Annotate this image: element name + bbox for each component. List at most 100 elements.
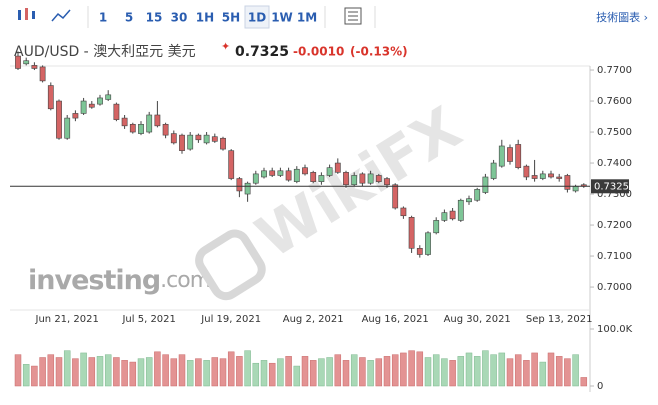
volume-bar <box>211 357 219 387</box>
volume-bar <box>523 360 530 387</box>
candle-body <box>498 145 505 167</box>
candle-body <box>523 165 530 178</box>
candle-body <box>466 198 472 203</box>
y-tick-label: 0.7400 <box>597 158 632 169</box>
volume-bar <box>72 358 79 387</box>
interval-button[interactable]: 1 <box>99 11 107 25</box>
candle-body <box>359 173 366 184</box>
volume-bar <box>490 354 497 387</box>
x-tick-label: Aug 16, 2021 <box>362 314 429 325</box>
candle-body <box>47 85 54 110</box>
candle-body <box>416 248 423 255</box>
volume-bar <box>178 354 186 387</box>
interval-button[interactable]: 15 <box>146 11 163 25</box>
volume-bar <box>531 352 538 387</box>
line-icon[interactable] <box>51 9 71 22</box>
candle-icon[interactable] <box>18 8 35 20</box>
candle-body <box>400 207 407 217</box>
volume-tick-label: 100.0K <box>597 324 633 335</box>
interval-button[interactable]: 5 <box>125 11 133 25</box>
candle-body <box>244 182 251 195</box>
candle-body <box>318 175 325 182</box>
volume-bar <box>400 352 407 387</box>
volume-bar <box>236 356 243 387</box>
indicator-icon[interactable] <box>344 7 362 25</box>
candle-body <box>334 162 341 173</box>
volume-bar <box>129 361 137 387</box>
volume-bar <box>547 352 555 387</box>
volume-bar <box>195 358 202 387</box>
interval-button[interactable]: 5H <box>222 11 240 25</box>
interval-button[interactable]: 1W <box>271 11 293 25</box>
candle-body <box>343 172 349 186</box>
candle-body <box>449 210 456 220</box>
candle-body <box>15 55 21 69</box>
y-tick-label: 0.7700 <box>597 65 632 76</box>
interval-button[interactable]: 30 <box>171 11 188 25</box>
volume-bar <box>416 351 424 387</box>
chart-link[interactable]: 技術圖表 › <box>596 10 648 24</box>
volume-bar <box>391 354 399 387</box>
volume-bar <box>285 356 292 387</box>
volume-bar <box>55 357 63 387</box>
volume-bar <box>572 354 579 387</box>
candle-body <box>572 185 579 192</box>
x-tick-label: Jun 21, 2021 <box>35 314 99 325</box>
volume-bar <box>154 351 161 387</box>
x-tick-label: Aug 30, 2021 <box>444 314 511 325</box>
volume-bar <box>113 357 120 387</box>
candle-body <box>39 66 46 82</box>
interval-button[interactable]: 1D <box>248 11 266 25</box>
volume-bar <box>31 365 38 387</box>
volume-bar <box>367 360 374 387</box>
volume-bar <box>252 362 260 387</box>
candle-body <box>138 123 144 134</box>
candle-body <box>211 136 218 142</box>
candle-body <box>195 134 202 141</box>
volume-bar <box>408 350 415 387</box>
chart-title: AUD/USD - 澳大利亞元 美元 <box>14 44 196 60</box>
volume-bar <box>47 354 55 387</box>
candle-body <box>548 173 554 178</box>
candle-body <box>179 134 185 151</box>
candle-body <box>31 65 38 69</box>
candle-body <box>129 123 136 133</box>
alert-star[interactable]: ✦ <box>221 40 230 53</box>
volume-bar <box>498 352 506 387</box>
volume-bar <box>203 360 210 387</box>
candle-body <box>121 117 128 127</box>
candle-body <box>326 167 333 176</box>
volume-bar <box>260 360 268 387</box>
interval-button[interactable]: 1H <box>196 11 214 25</box>
candle-body <box>310 172 317 182</box>
volume-bar <box>318 358 325 387</box>
candle-body <box>80 100 87 114</box>
candle-body <box>170 133 177 144</box>
interval-button[interactable]: 1M <box>297 11 317 25</box>
x-tick-label: Jul 19, 2021 <box>200 314 261 325</box>
toolbar: 技術圖表 › <box>18 6 648 28</box>
candle-body <box>105 94 112 100</box>
volume-bar <box>244 350 251 387</box>
candle-body <box>269 170 276 176</box>
candle-body <box>367 173 374 184</box>
volume-bar <box>465 352 473 387</box>
candle-body <box>56 100 62 139</box>
volume-bar <box>383 356 391 387</box>
volume-bar <box>555 356 563 387</box>
volume-bar <box>482 350 489 387</box>
volume-bar <box>170 358 178 387</box>
x-tick-label: Sep 13, 2021 <box>526 314 593 325</box>
candle-body <box>72 113 79 119</box>
candle-body <box>162 123 169 136</box>
volume-bar <box>96 356 104 387</box>
selected-interval <box>244 5 270 29</box>
volume-bar <box>104 354 112 387</box>
candle-body <box>531 175 538 179</box>
y-tick-label: 0.7000 <box>597 282 632 293</box>
candle-body <box>507 147 513 162</box>
volume-bar <box>359 357 366 387</box>
change-percent: (-0.13%) <box>350 45 408 59</box>
